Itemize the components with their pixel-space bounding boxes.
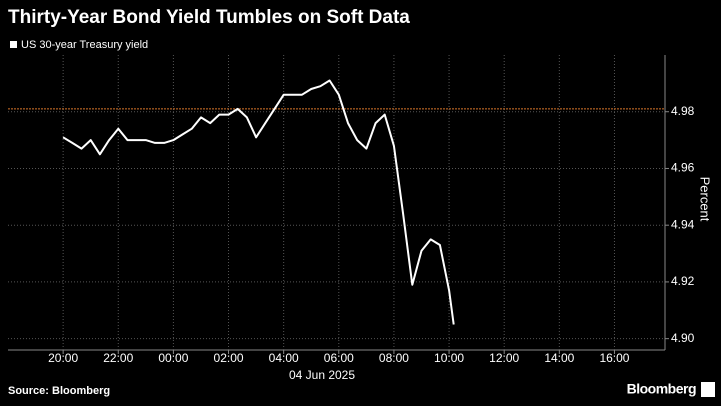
x-tick-label: 16:00: [599, 351, 629, 365]
y-tick-label: 4.94: [671, 217, 695, 231]
y-tick-label: 4.92: [671, 274, 695, 288]
x-tick-label: 04:00: [269, 351, 299, 365]
legend-label: US 30-year Treasury yield: [21, 39, 148, 51]
y-tick-label: 4.96: [671, 161, 695, 175]
legend-swatch: [10, 41, 17, 48]
x-tick-label: 20:00: [48, 351, 78, 365]
source: Source: Bloomberg: [8, 385, 110, 397]
x-tick-label: 00:00: [158, 351, 188, 365]
x-tick-label: 14:00: [544, 351, 574, 365]
x-tick-label: 02:00: [214, 351, 244, 365]
x-tick-label: 22:00: [103, 351, 133, 365]
line: [62, 79, 455, 325]
y-tick-label: 4.90: [671, 331, 695, 345]
x-tick-label: 10:00: [434, 351, 464, 365]
x-tick-label: 06:00: [324, 351, 354, 365]
brand-icon: [701, 382, 715, 397]
brand: Bloomberg: [627, 381, 696, 397]
y-axis-label: Percent: [698, 177, 713, 222]
x-axis-label: 04 Jun 2025: [289, 368, 355, 382]
x-tick-label: 08:00: [379, 351, 409, 365]
y-tick-label: 4.98: [671, 104, 695, 118]
chart-title: Thirty-Year Bond Yield Tumbles on Soft D…: [8, 7, 410, 28]
x-tick-label: 12:00: [489, 351, 519, 365]
